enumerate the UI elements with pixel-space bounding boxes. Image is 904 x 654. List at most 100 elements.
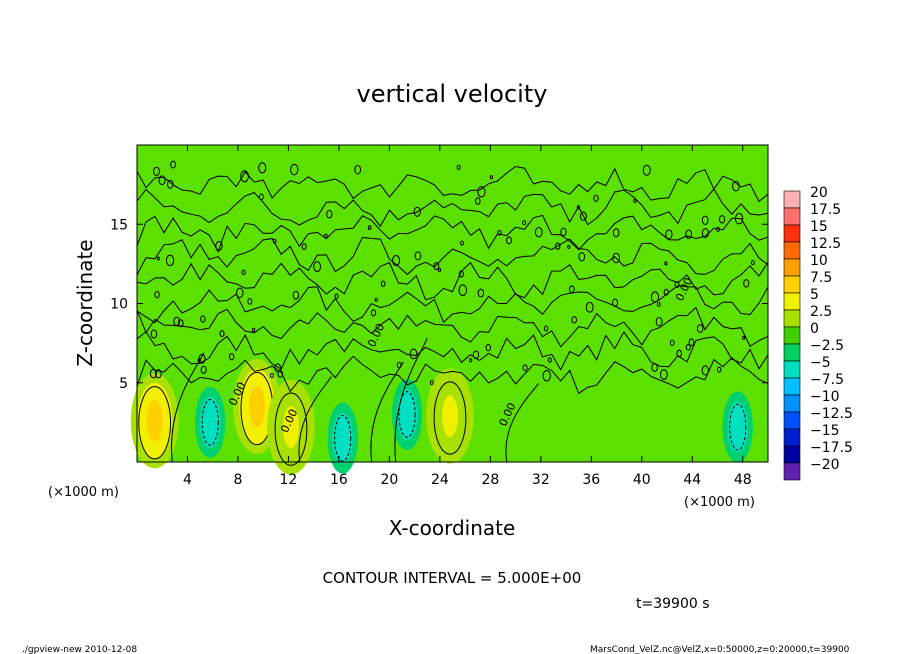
contour-loop: [414, 251, 422, 261]
zero-contour-low: [298, 376, 332, 463]
contour-loop: [555, 242, 561, 250]
x-axis-ticks: 4 8 12 16 20 24 28 32 36 40 44 48: [183, 145, 752, 488]
colorbar-swatch: [783, 411, 801, 430]
contour-loop: [718, 215, 726, 224]
contour-loop: [477, 288, 485, 298]
downdraft-contour: [398, 391, 416, 438]
contour-loop: [370, 309, 377, 317]
contour-loop: [475, 197, 481, 205]
colorbar-label: 0: [810, 321, 819, 337]
colorbar-label: −10: [810, 389, 840, 405]
contour-loop: [485, 343, 492, 352]
contour-loop: [354, 165, 362, 175]
zero-contour-low: [370, 361, 404, 463]
contour-loop: [651, 362, 658, 372]
x-tick-label: 8: [233, 472, 242, 488]
contour-loop: [560, 227, 567, 237]
contour-loop: [612, 252, 620, 264]
zero-contour: [136, 306, 769, 348]
downdraft-cell: [727, 401, 748, 453]
contour-loop: [665, 229, 673, 240]
colorbar-label: 12.5: [810, 236, 841, 252]
contour-loop: [274, 363, 282, 373]
contour-loop: [170, 160, 176, 169]
zero-contour: [136, 330, 769, 371]
contour-loop: [585, 301, 594, 313]
contour-loop: [543, 325, 549, 332]
colorbar-label: 17.5: [810, 202, 841, 218]
contour-loop: [688, 338, 695, 347]
contour-loop: [153, 166, 160, 177]
contour-loop: [568, 285, 575, 294]
colorbar-label: −12.5: [810, 406, 853, 422]
y-tick-label: 15: [110, 217, 128, 233]
zero-contour-low: [505, 383, 539, 463]
contour-loop: [612, 228, 620, 238]
contour-loop: [324, 233, 328, 239]
contour-loop: [732, 180, 740, 192]
updraft-core: [283, 406, 299, 449]
contour-loop: [655, 316, 663, 327]
contour-loop: [258, 193, 264, 201]
updraft-contour: [274, 392, 308, 466]
contour-loop: [380, 280, 386, 287]
contour-loop: [177, 319, 184, 328]
contour-loop: [409, 348, 418, 360]
contour-loop: [241, 269, 246, 276]
contour-loop: [506, 236, 512, 245]
contour-loop: [522, 219, 527, 226]
contour-loop: [685, 343, 691, 351]
x-tick-label: 4: [183, 472, 192, 488]
x-tick-label: 36: [582, 472, 600, 488]
contour-loop: [696, 324, 704, 333]
contour-loop: [433, 262, 440, 271]
updraft-contour: [138, 386, 172, 460]
contour-loop: [576, 205, 580, 210]
contour-loop: [650, 291, 660, 303]
contour-interval-text: CONTOUR INTERVAL = 5.000E+00: [323, 569, 582, 587]
contour-loop: [251, 327, 256, 333]
contour-loop: [200, 315, 206, 323]
downdraft-cell: [200, 397, 221, 448]
downdraft-cell: [396, 389, 418, 440]
colorbar-label: 5: [810, 287, 819, 303]
x-tick-label: 28: [481, 472, 499, 488]
contour-loop: [334, 293, 339, 299]
contour-loop: [166, 179, 174, 189]
colorbar-label: −17.5: [810, 440, 853, 456]
contour-loop: [656, 301, 661, 307]
colorbar-swatch: [783, 292, 801, 311]
contour-loop: [734, 212, 744, 225]
colorbar-swatch: [783, 428, 801, 447]
colorbar-swatch: [783, 343, 801, 362]
contour-loop: [633, 198, 637, 203]
contour-loop: [701, 215, 709, 225]
downdraft-contour: [729, 403, 747, 451]
x-axis-title: X-coordinate: [389, 516, 516, 540]
contour-loop: [701, 228, 710, 238]
contour-loop: [716, 226, 720, 232]
contour-loop: [489, 175, 493, 180]
x-tick-label: 20: [380, 472, 398, 488]
contour-loop: [571, 316, 577, 324]
y-axis-title: Z-coordinate: [73, 239, 97, 366]
x-tick-label: 16: [330, 472, 348, 488]
x-tick-label: 44: [683, 472, 701, 488]
contour-loop: [277, 370, 284, 378]
contour-loop: [154, 290, 160, 299]
x-tick-label: 48: [734, 472, 752, 488]
contour-loop: [477, 186, 486, 198]
zero-contour: [136, 165, 769, 203]
contour-loop: [236, 287, 244, 298]
contour-loop: [701, 365, 709, 376]
contour-loop: [685, 229, 693, 239]
contour-loop: [593, 194, 599, 202]
updraft-contour: [433, 381, 467, 455]
colorbar-swatch: [783, 462, 801, 481]
contour-loop: [392, 254, 401, 267]
contour-loop: [534, 226, 543, 238]
contour-loop: [197, 358, 201, 363]
colorbar-swatch: [783, 258, 801, 277]
contour-loop: [150, 329, 158, 339]
contour-loop: [240, 170, 249, 183]
